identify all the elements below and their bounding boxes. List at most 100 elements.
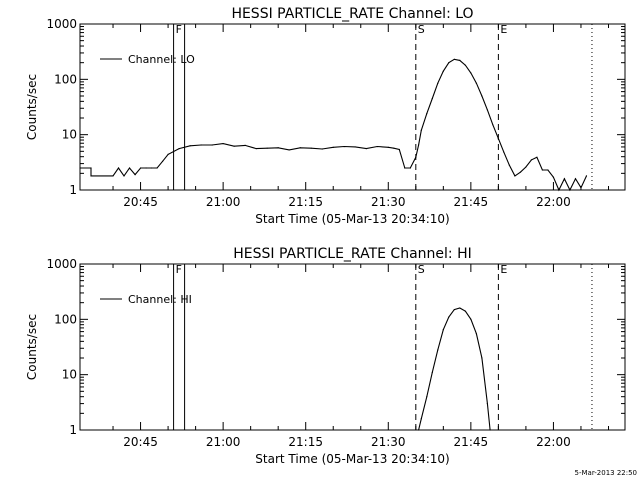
chart-title: HESSI PARTICLE_RATE Channel: LO: [231, 6, 473, 22]
data-point: [409, 167, 411, 169]
data-point: [563, 178, 566, 180]
x-tick-label: 22:00: [536, 435, 571, 449]
data-point: [354, 146, 356, 148]
data-point: [255, 148, 257, 150]
data-point: [448, 316, 450, 318]
data-point: [321, 148, 323, 150]
x-tick-label: 21:00: [206, 195, 241, 209]
data-point: [552, 176, 555, 178]
data-point: [112, 175, 114, 177]
data-point: [393, 147, 395, 149]
data-point: [139, 167, 142, 169]
data-point: [266, 147, 268, 149]
series-line: [418, 307, 491, 431]
data-point: [277, 147, 279, 149]
data-point: [167, 153, 169, 155]
data-point: [376, 145, 378, 148]
data-point: [475, 333, 477, 335]
plot-frame: [79, 23, 626, 191]
event-marker-label: E: [500, 23, 507, 36]
data-point: [222, 142, 224, 145]
x-tick-label: 21:45: [454, 435, 489, 449]
y-tick-label: 1000: [46, 257, 77, 271]
data-point: [200, 144, 202, 146]
y-tick-label: 100: [54, 312, 77, 326]
plot-frame: [79, 263, 626, 431]
event-marker-label: F: [176, 23, 182, 36]
data-point: [470, 318, 472, 320]
x-axis-label: Start Time (05-Mar-13 20:34:10): [255, 452, 449, 466]
data-point: [503, 151, 505, 153]
data-point: [453, 58, 455, 60]
data-point: [117, 167, 120, 169]
data-point: [514, 175, 516, 177]
data-point: [420, 418, 422, 420]
x-tick-label: 21:00: [206, 435, 241, 449]
data-point: [420, 129, 422, 131]
x-axis-label: Start Time (05-Mar-13 20:34:10): [255, 212, 449, 226]
y-tick-label: 10: [62, 128, 77, 142]
data-point: [530, 159, 533, 161]
data-point: [585, 175, 588, 177]
data-point: [343, 145, 345, 148]
data-point: [417, 144, 420, 146]
x-tick-label: 21:45: [454, 195, 489, 209]
data-point: [547, 169, 549, 171]
data-point: [145, 167, 147, 169]
data-point: [453, 308, 455, 311]
data-point: [431, 97, 433, 100]
series-line: [80, 58, 587, 192]
data-point: [519, 171, 522, 173]
data-point: [123, 175, 125, 177]
event-marker-label: S: [418, 263, 425, 276]
data-point: [161, 160, 164, 162]
x-tick-label: 22:00: [536, 195, 571, 209]
data-point: [431, 371, 433, 373]
y-tick-label: 100: [54, 72, 77, 86]
event-marker-label: F: [176, 263, 182, 276]
event-marker-label: E: [500, 263, 507, 276]
data-point: [299, 147, 301, 149]
data-point: [489, 429, 491, 431]
y-tick-label: 1000: [46, 17, 77, 31]
data-point: [541, 169, 544, 171]
data-point: [365, 148, 367, 150]
data-point: [475, 82, 477, 84]
data-point: [387, 146, 389, 148]
data-point: [310, 147, 312, 149]
data-point: [437, 82, 439, 84]
data-point: [464, 310, 466, 312]
event-marker-label: S: [418, 23, 425, 36]
legend-label: Channel: LO: [128, 53, 195, 66]
data-point: [459, 307, 461, 309]
data-point: [90, 175, 92, 177]
data-point: [459, 59, 461, 61]
data-point: [415, 156, 417, 158]
data-point: [525, 166, 527, 168]
data-point: [128, 167, 131, 169]
data-point: [464, 64, 466, 66]
data-point: [470, 72, 472, 74]
legend-label: Channel: HI: [128, 293, 192, 306]
y-axis-label: Counts/sec: [25, 74, 39, 140]
data-point: [569, 189, 571, 191]
data-point: [481, 357, 483, 359]
data-point: [156, 167, 158, 169]
data-point: [442, 70, 444, 72]
data-point: [90, 167, 92, 169]
data-point: [288, 149, 290, 151]
y-tick-label: 1: [69, 183, 77, 197]
data-point: [211, 144, 213, 146]
data-point: [497, 137, 499, 140]
data-point: [580, 187, 582, 189]
data-point: [481, 95, 483, 97]
x-tick-label: 21:30: [371, 195, 406, 209]
data-point: [486, 109, 488, 111]
data-point: [398, 148, 400, 151]
data-point: [244, 144, 246, 146]
chart-title: HESSI PARTICLE_RATE Channel: HI: [233, 246, 471, 262]
data-point: [178, 148, 180, 150]
y-tick-label: 1: [69, 423, 77, 437]
data-point: [417, 429, 420, 431]
